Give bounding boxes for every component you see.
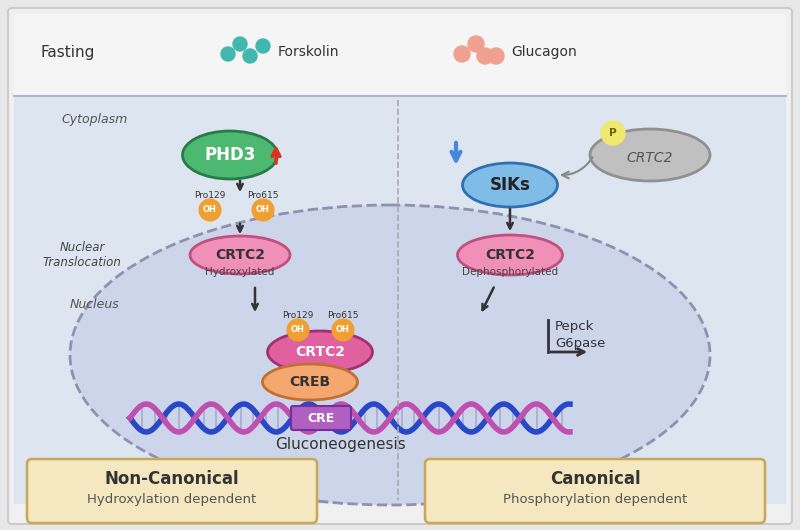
Text: P: P	[609, 128, 617, 138]
Circle shape	[488, 48, 504, 64]
Text: SIKs: SIKs	[490, 176, 530, 194]
Ellipse shape	[70, 205, 710, 505]
Circle shape	[287, 319, 309, 341]
Text: Pro129: Pro129	[194, 191, 226, 200]
Ellipse shape	[262, 364, 358, 400]
Circle shape	[468, 36, 484, 52]
Text: Pro129: Pro129	[282, 312, 314, 321]
Circle shape	[477, 48, 493, 64]
Text: CREB: CREB	[290, 375, 330, 389]
Text: OH: OH	[336, 325, 350, 334]
FancyBboxPatch shape	[8, 8, 792, 524]
Circle shape	[221, 47, 235, 61]
Bar	[14, 14, 786, 96]
Circle shape	[454, 46, 470, 62]
Text: Pro615: Pro615	[327, 312, 358, 321]
Circle shape	[601, 121, 625, 145]
Text: Non-Canonical: Non-Canonical	[105, 470, 239, 488]
Ellipse shape	[458, 235, 562, 275]
Text: Nucleus: Nucleus	[70, 298, 120, 312]
Text: Hydroxylated: Hydroxylated	[206, 267, 274, 277]
FancyBboxPatch shape	[425, 459, 765, 523]
Text: Cytoplasm: Cytoplasm	[62, 113, 128, 127]
Ellipse shape	[190, 236, 290, 274]
Circle shape	[243, 49, 257, 63]
Circle shape	[233, 37, 247, 51]
Ellipse shape	[462, 163, 558, 207]
Text: Fasting: Fasting	[41, 45, 95, 59]
Text: Hydroxylation dependent: Hydroxylation dependent	[87, 493, 257, 507]
Text: CRTC2: CRTC2	[295, 345, 345, 359]
FancyBboxPatch shape	[291, 406, 351, 430]
Text: Glucagon: Glucagon	[511, 45, 577, 59]
Text: Dephosphorylated: Dephosphorylated	[462, 267, 558, 277]
Bar	[14, 96, 786, 504]
Ellipse shape	[590, 129, 710, 181]
FancyBboxPatch shape	[27, 459, 317, 523]
Text: Pro615: Pro615	[247, 191, 278, 200]
Circle shape	[199, 199, 221, 221]
Text: CRE: CRE	[307, 411, 334, 425]
Text: Forskolin: Forskolin	[278, 45, 339, 59]
Circle shape	[256, 39, 270, 53]
Text: Canonical: Canonical	[550, 470, 640, 488]
Text: CRTC2: CRTC2	[626, 151, 674, 165]
FancyArrowPatch shape	[562, 157, 593, 178]
Ellipse shape	[267, 331, 373, 373]
Text: Nuclear
Translocation: Nuclear Translocation	[42, 241, 122, 269]
Text: OH: OH	[256, 206, 270, 215]
Circle shape	[332, 319, 354, 341]
Text: CRTC2: CRTC2	[215, 248, 265, 262]
Ellipse shape	[182, 131, 278, 179]
Text: Pepck
G6pase: Pepck G6pase	[555, 320, 606, 350]
Text: Phosphorylation dependent: Phosphorylation dependent	[503, 493, 687, 507]
Text: Gluconeogenesis: Gluconeogenesis	[274, 437, 406, 453]
Text: PHD3: PHD3	[204, 146, 256, 164]
Text: CRTC2: CRTC2	[485, 248, 535, 262]
Circle shape	[252, 199, 274, 221]
Text: OH: OH	[291, 325, 305, 334]
Text: OH: OH	[203, 206, 217, 215]
